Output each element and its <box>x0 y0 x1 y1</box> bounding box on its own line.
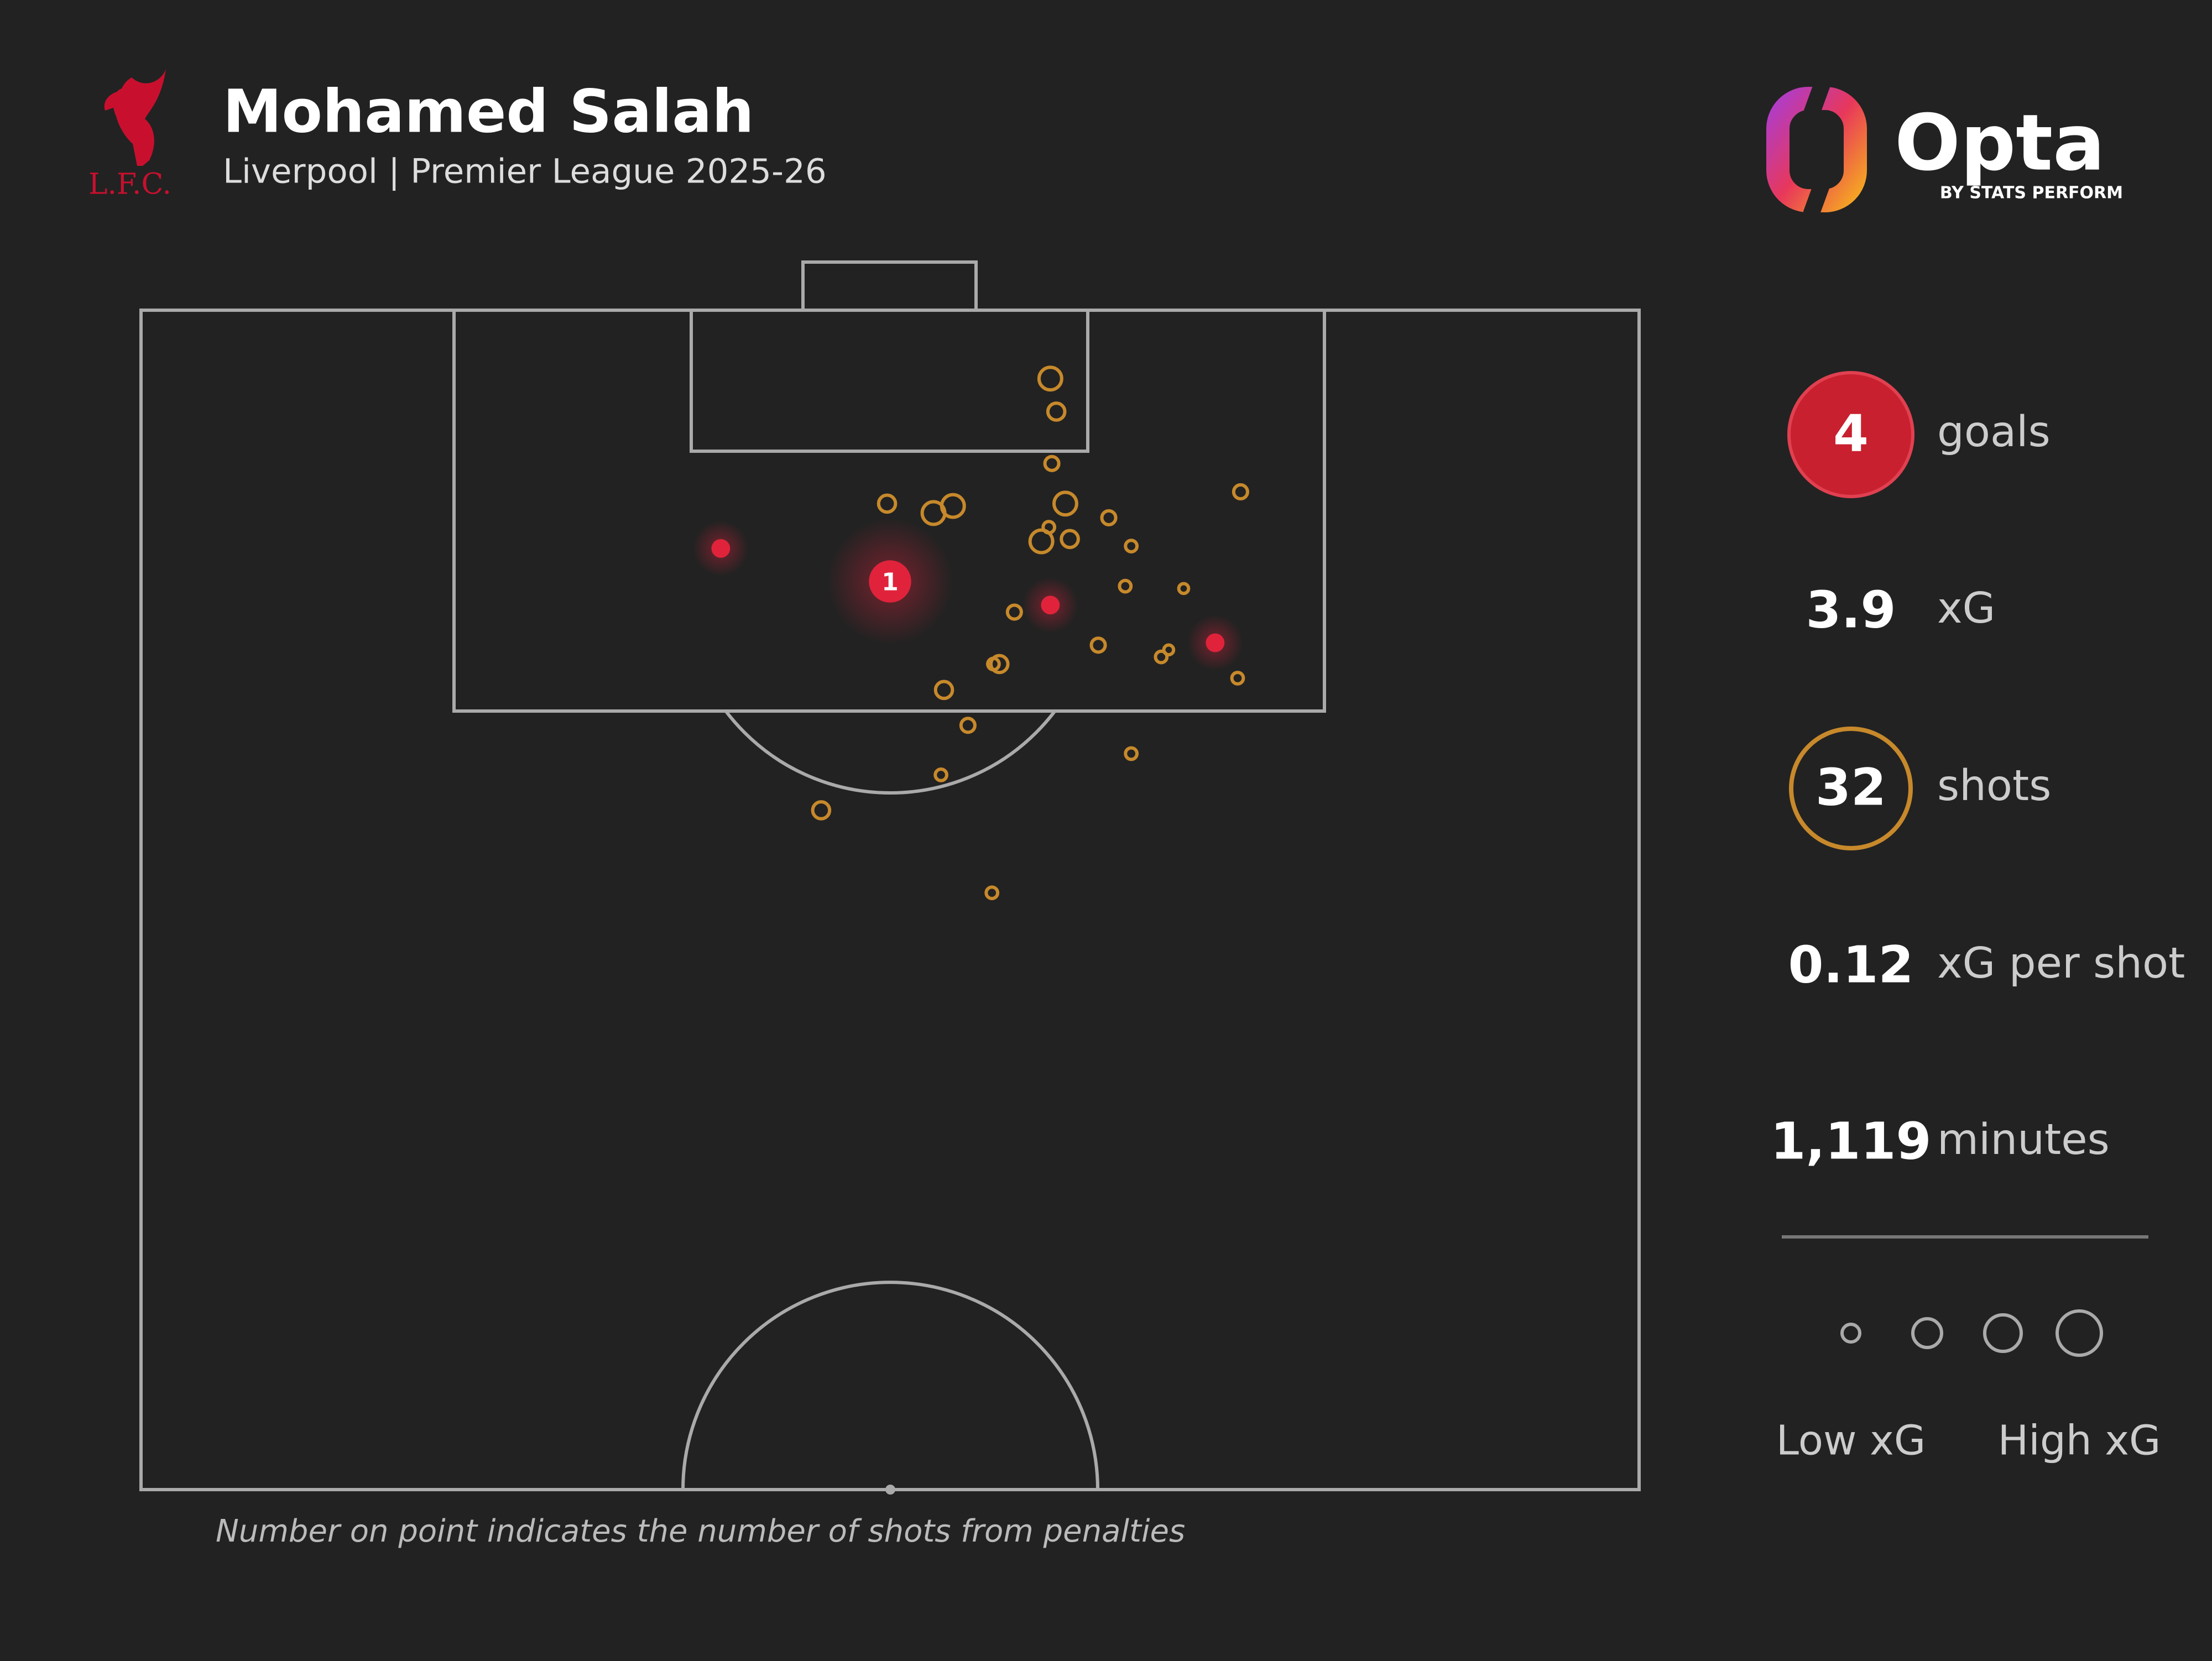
goal <box>1206 633 1225 652</box>
stat-value: 32 <box>1815 758 1886 817</box>
legend-low: Low xG <box>1776 1417 1926 1465</box>
shot <box>1089 636 1107 654</box>
shot <box>1005 603 1023 621</box>
brand-name: Opta <box>1895 98 2105 189</box>
shot <box>1154 649 1169 665</box>
shot <box>1046 401 1067 422</box>
goals-badge <box>1787 371 1914 498</box>
shot <box>877 493 898 514</box>
shot <box>1028 528 1055 555</box>
shot <box>1124 746 1139 761</box>
stat-value: 0.12 <box>1788 935 1914 994</box>
stat-label: goals <box>1937 408 2051 457</box>
stat-label: shots <box>1937 761 2051 811</box>
goal <box>711 539 731 558</box>
shot <box>1177 582 1191 596</box>
club-crest <box>104 69 166 166</box>
stat-label: xG per shot <box>1937 939 2185 988</box>
penalty-count: 1 <box>881 568 899 597</box>
shot <box>1060 529 1080 550</box>
shots-badge <box>1789 727 1913 850</box>
club-badge-text: L.F.C. <box>88 168 171 201</box>
shot <box>1162 643 1176 657</box>
goal <box>1041 596 1060 615</box>
brand-sub: BY STATS PERFORM <box>1940 184 2123 203</box>
shot <box>940 493 966 519</box>
stat-value: 4 <box>1833 404 1869 463</box>
shot <box>1118 578 1133 594</box>
shot <box>959 717 977 734</box>
shot <box>933 767 948 782</box>
shot <box>989 654 1010 675</box>
shot <box>1232 483 1249 501</box>
stat-label: xG <box>1937 584 1995 633</box>
footnote: Number on point indicates the number of … <box>216 1513 1185 1549</box>
legend-high: High xG <box>1998 1417 2161 1465</box>
goal <box>869 560 911 603</box>
chart-subtitle: Liverpool | Premier League 2025-26 <box>223 152 827 191</box>
shot <box>1124 539 1139 553</box>
shot <box>1037 365 1063 392</box>
shot <box>1100 509 1118 526</box>
size-legend <box>1840 1309 2103 1357</box>
shot <box>984 885 1000 901</box>
shot <box>1230 671 1245 686</box>
shot <box>1043 455 1061 472</box>
brand-logo <box>1766 81 1867 218</box>
shot <box>933 680 954 701</box>
shot <box>1052 490 1078 517</box>
stat-label: minutes <box>1937 1115 2110 1164</box>
chart-title: Mohamed Salah <box>223 77 754 146</box>
stat-value: 3.9 <box>1806 580 1896 639</box>
pitch <box>139 260 1641 1495</box>
shot <box>811 800 832 821</box>
stat-value: 1,119 <box>1770 1111 1931 1171</box>
